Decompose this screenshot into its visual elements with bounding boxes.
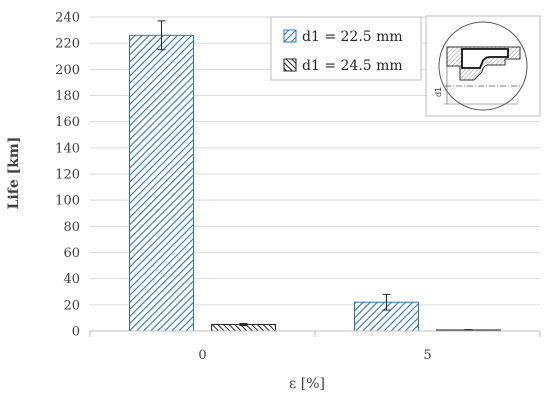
error-bar xyxy=(464,329,473,331)
error-bar xyxy=(239,322,248,327)
y-tick-label: 100 xyxy=(55,194,80,209)
x-tick-label: 0 xyxy=(198,348,206,363)
x-axis-label: ε [%] xyxy=(289,376,325,392)
y-axis-ticks: 0 20 40 60 80 100 120 140 160 180 200 220 240 xyxy=(55,11,80,340)
inset-diagram: d1 xyxy=(425,15,541,117)
legend-swatch-d1-22-5 xyxy=(283,29,297,43)
legend-label-d1-22-5: d1 = 22.5 mm xyxy=(302,29,403,45)
x-tick-label: 5 xyxy=(423,348,431,363)
legend-swatch-d1-24-5 xyxy=(283,58,297,72)
error-bars xyxy=(157,20,473,331)
y-tick-label: 80 xyxy=(63,220,80,235)
y-tick-label: 20 xyxy=(63,298,80,313)
legend-label-d1-24-5: d1 = 24.5 mm xyxy=(302,58,403,74)
y-tick-label: 60 xyxy=(63,246,80,261)
y-tick-label: 160 xyxy=(55,115,80,130)
y-tick-label: 180 xyxy=(55,89,80,104)
y-tick-label: 40 xyxy=(63,272,80,287)
legend: d1 = 22.5 mm d1 = 24.5 mm xyxy=(270,16,422,81)
error-bar xyxy=(382,293,391,311)
y-tick-label: 140 xyxy=(55,141,80,156)
inset-d1-label: d1 xyxy=(434,87,443,97)
y-tick-label: 220 xyxy=(55,37,80,52)
y-tick-label: 240 xyxy=(55,11,80,26)
error-bar xyxy=(157,20,166,51)
y-tick-label: 120 xyxy=(55,168,80,183)
y-axis-label: Life [km] xyxy=(6,137,22,210)
y-tick-label: 0 xyxy=(72,325,80,340)
y-tick-label: 200 xyxy=(55,63,80,78)
bar-0-0 xyxy=(129,34,194,332)
